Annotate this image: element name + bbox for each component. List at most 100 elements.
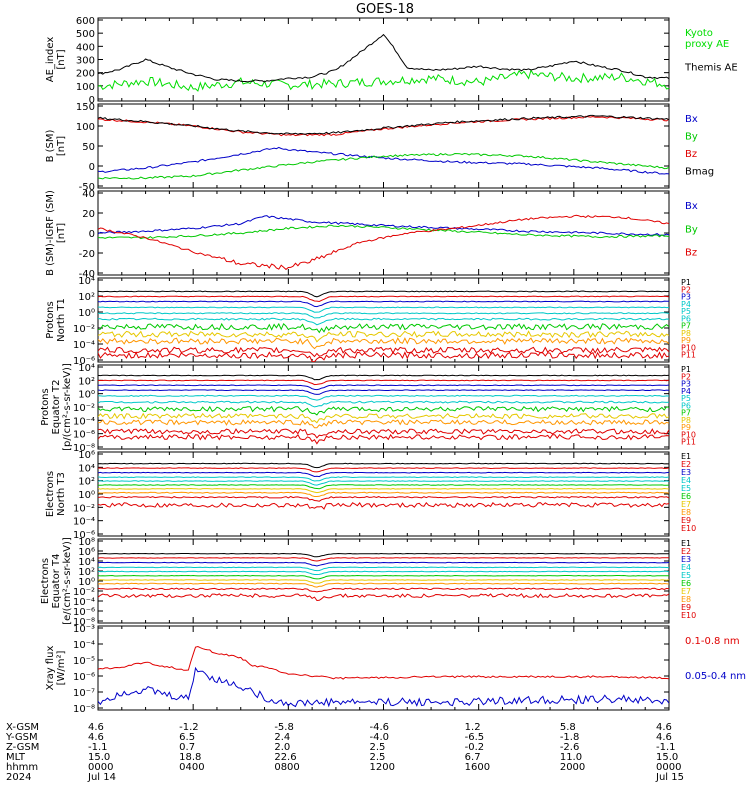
- footer-value: 2000: [560, 762, 585, 773]
- legend-entry: P6: [681, 401, 691, 410]
- footer-value: 0400: [179, 762, 204, 773]
- series-line-p10: [98, 346, 669, 358]
- legend-entry: E2: [681, 460, 691, 469]
- series-line-e9: [98, 495, 669, 502]
- series-line-e4: [98, 566, 669, 572]
- panel-pn: 10⁴ 10² 10⁰ 10⁻² 10⁻⁴ 10⁻⁶ Protons North T1 P1P2…: [45, 276, 696, 367]
- legend-entry: E9: [681, 603, 691, 612]
- series-line-e6: [98, 484, 669, 490]
- y-tick-label: 10⁻⁴: [73, 340, 95, 351]
- y-tick-label: 10²: [78, 567, 95, 578]
- footer-row-label: MLT: [6, 752, 26, 763]
- y-tick-label: 100: [76, 122, 95, 133]
- legend-entry: E6: [681, 492, 691, 501]
- series-line-p2: [98, 379, 669, 386]
- y-tick-label: 200: [76, 69, 95, 80]
- y-tick-label: 10⁴: [78, 363, 95, 374]
- series-line-e9: [98, 587, 669, 593]
- series-line-p7: [98, 322, 669, 334]
- legend-entry: Kyoto: [685, 28, 713, 39]
- footer-value: -4.6: [370, 722, 390, 733]
- series-line-e6: [98, 574, 669, 580]
- y-tick-label: 10²: [78, 477, 95, 488]
- plot-area: [98, 645, 669, 708]
- series-line-p6: [98, 400, 669, 408]
- y-axis-label-line: AE_index: [45, 37, 56, 83]
- y-tick-label: -40: [79, 269, 95, 280]
- footer-value: 6.5: [179, 732, 195, 743]
- y-tick-label: 10⁻⁶: [73, 430, 95, 441]
- series-line-p5: [98, 312, 669, 319]
- series-line-p8: [98, 330, 669, 343]
- footer-value: 4.6: [88, 722, 104, 733]
- legend-entry: 0.05-0.4 nm: [685, 671, 746, 682]
- y-axis-label: Xray flux [W/m²]: [45, 646, 67, 691]
- y-axis-label-line: Equator T4: [51, 554, 62, 609]
- series-line-e8: [98, 582, 669, 588]
- footer-value: 4.6: [656, 722, 672, 733]
- series-line-e4: [98, 476, 669, 482]
- y-tick-label: 10⁻⁸: [73, 443, 95, 454]
- footer-ephemeris: X-GSMY-GSMZ-GSMMLThhmm20244.64.6-1.115.0…: [5, 722, 684, 783]
- legend-entry: E3: [681, 468, 691, 477]
- footer-value: 15.0: [88, 752, 110, 763]
- legend-entry: E1: [681, 539, 691, 548]
- footer-value: 0800: [274, 762, 299, 773]
- plot-area: [98, 374, 669, 445]
- y-tick-label: 150: [76, 102, 95, 113]
- y-tick-label: 300: [76, 56, 95, 67]
- series-line-e1: [98, 552, 669, 558]
- y-tick-label: 10⁰: [78, 490, 95, 501]
- y-tick-label: 10⁻⁸: [73, 617, 95, 628]
- footer-value: -1.8: [560, 732, 580, 743]
- legend-entry: P5: [681, 394, 691, 403]
- legend-entry: E5: [681, 571, 691, 580]
- series-line-e8: [98, 491, 669, 497]
- series-line-p3: [98, 384, 669, 391]
- y-tick-label: 10⁸: [78, 537, 95, 548]
- legend-entry: Bz: [685, 248, 697, 259]
- series-line-kyoto-proxy-ae: [98, 68, 669, 92]
- legend-entry: P8: [681, 329, 691, 338]
- panel-b: 150 100 50 0 -50 B (SM) [nT] Bx By Bz Bmag: [45, 102, 714, 193]
- legend-entry: P11: [681, 438, 696, 447]
- series-line-p1: [98, 374, 669, 381]
- legend-entry: E3: [681, 555, 691, 564]
- y-tick-label: 10⁻⁵: [73, 656, 95, 667]
- legend-entry: E2: [681, 547, 691, 556]
- y-axis-label: AE_index [nT]: [45, 37, 67, 83]
- y-axis-label: B (SM)-IGRF (SM) [nT]: [45, 190, 67, 276]
- y-tick-label: 10⁻²: [73, 324, 95, 335]
- y-axis-label: Protons North T1: [45, 298, 67, 342]
- y-tick-label: 10⁻⁶: [73, 530, 95, 541]
- series-line-by: [98, 152, 669, 180]
- legend-entry: E6: [681, 579, 691, 588]
- legend-entry: P2: [681, 372, 691, 381]
- y-axis-label: Protons Equator T2 [p/(cm²-s-sr-keV)]: [40, 363, 73, 451]
- legend-entry: P4: [681, 387, 691, 396]
- series-line-0-1-0-8-nm: [98, 645, 669, 680]
- y-tick-label: 100: [76, 82, 95, 93]
- y-axis-label-line: North T1: [56, 298, 67, 342]
- series-line-p1: [98, 290, 669, 298]
- legend-entry: E5: [681, 484, 691, 493]
- footer-row-label: hhmm: [6, 762, 38, 773]
- legend-entry: E4: [681, 563, 691, 572]
- footer-value: 15.0: [656, 752, 678, 763]
- y-tick-label: 10⁻²: [73, 503, 95, 514]
- y-tick-label: 10⁶: [78, 450, 95, 461]
- legend-entry: P8: [681, 416, 691, 425]
- legend-entry: P2: [681, 285, 691, 294]
- footer-value: 6.7: [465, 752, 481, 763]
- plot-area: [98, 214, 669, 271]
- series-line-p6: [98, 317, 669, 326]
- legend-entry: P1: [681, 278, 691, 287]
- panel-frame: [97, 538, 670, 624]
- footer-value: -0.2: [465, 742, 485, 753]
- series-line-p9: [98, 336, 669, 350]
- y-axis-label-line: B (SM)-IGRF (SM): [45, 190, 56, 276]
- series-line-e3: [98, 471, 669, 478]
